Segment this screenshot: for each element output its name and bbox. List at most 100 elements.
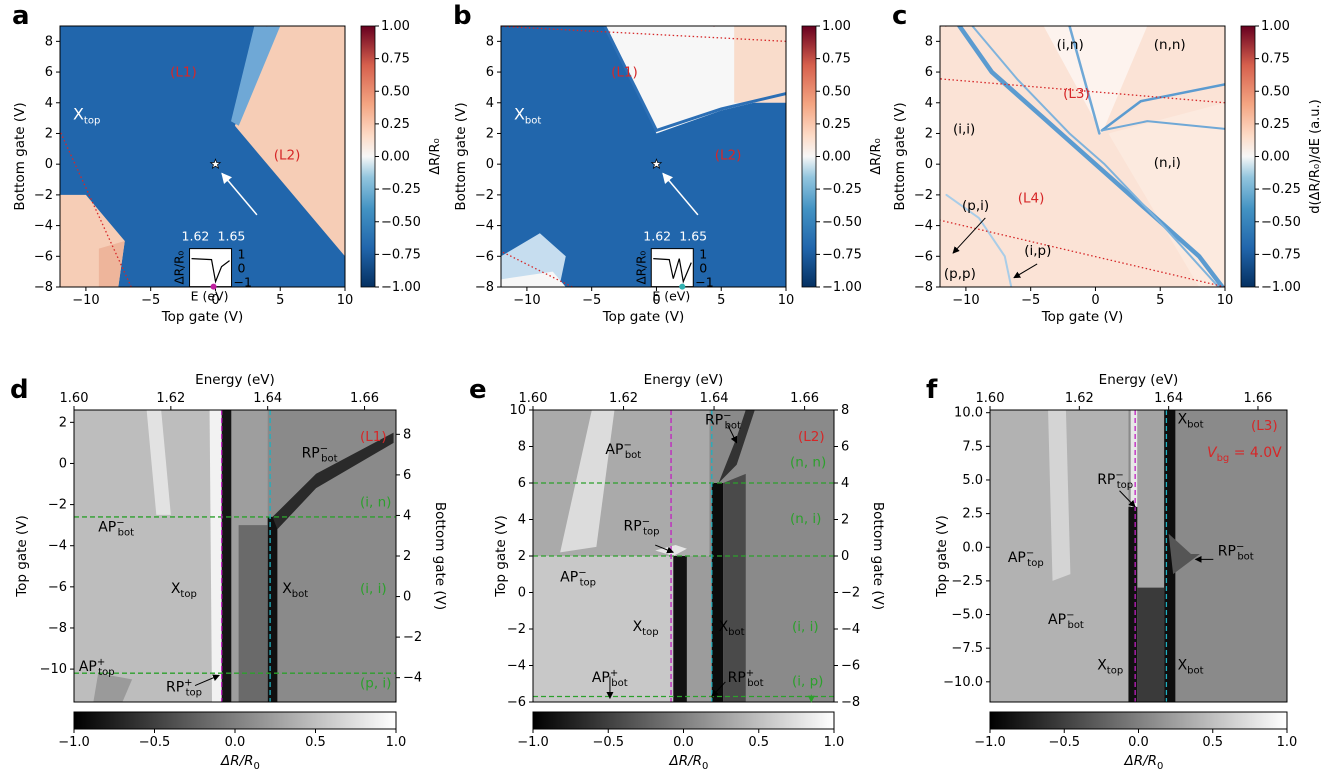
label-sub: 0: [1157, 761, 1163, 771]
label-sub: bot: [1067, 620, 1083, 631]
label-sup: +: [610, 668, 618, 679]
y-tick-label: 5.0: [962, 473, 983, 488]
y-tick-label: 4: [925, 96, 933, 111]
annotation-L3: (L3): [1063, 86, 1090, 102]
label-sup: −: [578, 568, 586, 579]
y-tick-label: 2: [518, 549, 526, 564]
x-axis-label: Top gate (V): [161, 309, 244, 325]
x-tick-label: 1.66: [1243, 391, 1272, 406]
colorbar-tick-label: 0.75: [1261, 52, 1290, 67]
y-tick-label: 2: [45, 126, 53, 141]
inset-marker: [210, 283, 217, 290]
state-label: Xbot: [282, 581, 308, 600]
label-sub: top: [642, 627, 658, 638]
state-label: RP+ top: [166, 678, 202, 699]
x-tick-label: 1.64: [1154, 391, 1183, 406]
y-tick-label: 4: [45, 96, 53, 111]
mid-band: [686, 556, 712, 702]
y-tick-label: 0: [45, 157, 53, 172]
label-sub: bot: [728, 627, 744, 638]
state-label: Xbot: [1178, 411, 1204, 430]
label-base: RP: [302, 445, 320, 461]
annotation-L2: (L2): [798, 429, 825, 445]
star-marker: [650, 158, 663, 170]
colorbar-label: ΔR/R0: [220, 753, 260, 771]
x-tick-label: 1.60: [976, 391, 1005, 406]
inset-ytick: 1: [238, 247, 246, 262]
feature-line: [603, 26, 786, 133]
y-tick-label: −4: [475, 219, 494, 234]
y-tick-label: −6: [914, 249, 933, 264]
label-sub: 0: [254, 761, 260, 771]
feature-line-right2: [1100, 120, 1225, 132]
ap-feature-2: [93, 673, 133, 702]
colorbar-tick-label: −1.00: [1261, 280, 1301, 295]
label-base: X: [633, 619, 643, 635]
y-tick-label: 0.0: [962, 540, 983, 555]
annotation-region: (n, i): [790, 511, 821, 527]
annotation-region: (i, p): [792, 674, 823, 690]
plot-frame: [500, 25, 787, 288]
annotation-L4: (L4): [1018, 191, 1045, 207]
y2-tick-label: 8: [403, 427, 411, 442]
annotation-region: (p, i): [360, 676, 391, 692]
y-tick-label: −8: [914, 280, 933, 295]
inset-spectrum: [653, 258, 692, 284]
y-tick-label: −2: [507, 622, 526, 637]
y2-tick-label: 4: [841, 476, 849, 491]
panel-f: 1.60 1.62 1.64 1.66 Energy (eV) 10.0 7.5 5.0 2.5…: [926, 372, 1297, 771]
y-tick-label: −2: [48, 498, 67, 513]
x-tick-label: 5: [1156, 293, 1164, 308]
x-tick-label: 10: [778, 293, 795, 308]
y-tick-label: −7.5: [951, 641, 983, 656]
plot-area: [501, 26, 786, 287]
label-sup: +: [97, 657, 105, 668]
y-tick-label: 8: [45, 34, 53, 49]
label-base: X: [514, 105, 525, 124]
x-tick-label: 1.64: [700, 391, 729, 406]
label-sub: top: [1107, 666, 1123, 677]
state-label: AP+ top: [79, 657, 115, 678]
colorbar: [801, 25, 817, 288]
pointer-arrow: [1013, 263, 1038, 279]
label-base: ΔR/R: [220, 753, 254, 769]
state-label: Xbot: [719, 619, 745, 638]
y2-axis-label: Bottom gate (V): [432, 502, 448, 610]
y-tick-label: −2.5: [951, 574, 983, 589]
label-sub: top: [1027, 558, 1043, 569]
inset-xtick: 1.65: [679, 229, 707, 244]
colorbar-label: ΔR/R0: [669, 753, 709, 771]
x-axis-label: Energy (eV): [1099, 372, 1179, 388]
colorbar-tick-label: −0.50: [381, 215, 421, 230]
label-base: AP: [560, 570, 578, 586]
x-tick-label: 1.60: [519, 391, 548, 406]
annotation-L1: (L1): [360, 429, 387, 445]
y-tick-label: −4: [914, 219, 933, 234]
label-sup: −: [1115, 470, 1123, 481]
colorbar-tick-label: −1.00: [822, 280, 862, 295]
colorbar-tick-label: −0.75: [822, 247, 862, 262]
inset-xtick: 1.62: [182, 229, 210, 244]
rp-curve: [718, 410, 755, 483]
y2-tick-label: 2: [403, 549, 411, 564]
y-tick-label: 6: [518, 476, 526, 491]
label-sub: bot: [1187, 419, 1203, 430]
y-axis-label: Bottom gate (V): [453, 102, 469, 210]
y-tick-label: 0: [925, 157, 933, 172]
feature-line-up: [1068, 26, 1101, 135]
y2-tick-label: −2: [403, 630, 422, 645]
annotation-L1: (L1): [611, 65, 638, 81]
colorbar-tick-label: −0.50: [822, 215, 862, 230]
y2-tick-label: 0: [403, 590, 411, 605]
colorbar-tick-label: −0.5: [592, 735, 624, 750]
region-n: [234, 26, 345, 287]
state-label: RP− top: [1097, 470, 1133, 491]
label-base: AP: [1008, 550, 1026, 566]
y2-tick-label: −2: [841, 586, 860, 601]
x-tick-label: 1.62: [156, 391, 185, 406]
colorbar-tick-label: 1.0: [824, 735, 845, 750]
inset-arrow: [662, 172, 699, 216]
label-base: AP: [79, 659, 97, 675]
colorbar-tick-label: 0.5: [748, 735, 769, 750]
